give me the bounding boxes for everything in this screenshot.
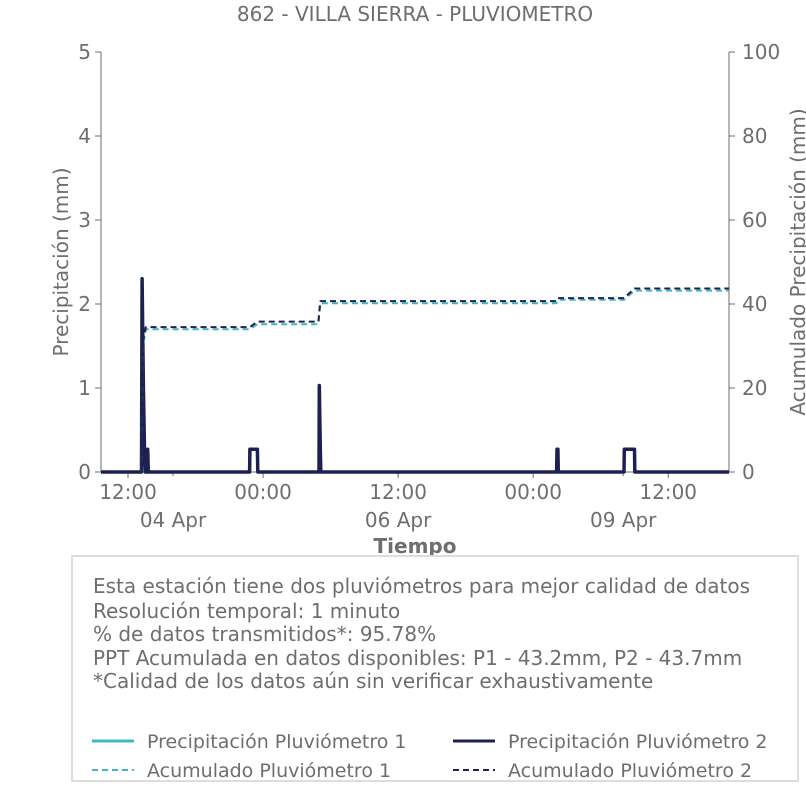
y-tick-label: 5 (78, 40, 91, 64)
series-line-4 (101, 287, 729, 473)
x-tick-label: 12:00 (639, 480, 697, 504)
legend-label: Precipitación Pluviómetro 1 (147, 731, 407, 753)
legend-item-p1: Precipitación Pluviómetro 1 (92, 731, 407, 753)
legend: Precipitación Pluviómetro 1 Precipitació… (92, 731, 768, 782)
info-line: Resolución temporal: 1 minuto (93, 599, 400, 623)
x-tick-label: 00:00 (504, 480, 562, 504)
y2-tick-label: 80 (742, 124, 767, 148)
info-text: Esta estación tiene dos pluviómetros par… (93, 574, 750, 693)
x-tick-label: 12:00 (369, 480, 427, 504)
y2-tick-label: 20 (742, 376, 767, 400)
info-line: % de datos transmitidos*: 95.78% (93, 622, 436, 646)
series-line-1 (101, 286, 729, 473)
chart-title: 862 - VILLA SIERRA - PLUVIOMETRO (237, 2, 593, 26)
y-tick-label: 0 (78, 460, 91, 484)
info-legend-box (71, 555, 799, 782)
x-tick-label: 00:00 (234, 480, 292, 504)
legend-item-acc2: Acumulado Pluviómetro 2 (453, 760, 752, 782)
series-line-2 (101, 277, 729, 474)
axes: 0 1 2 3 4 5 0 20 40 60 80 100 12:00 00:00 12:00 00:00 12… (78, 40, 780, 532)
x-date-label: 04 Apr (140, 508, 207, 532)
x-tick-label: 12:00 (99, 480, 157, 504)
series-group (101, 277, 729, 474)
y-axis-label: Precipitación (mm) (49, 167, 73, 356)
legend-item-acc1: Acumulado Pluviómetro 1 (92, 760, 391, 782)
legend-item-p2: Precipitación Pluviómetro 2 (453, 731, 768, 753)
y2-tick-label: 60 (742, 208, 767, 232)
y2-tick-label: 0 (742, 460, 755, 484)
y-tick-label: 2 (78, 292, 91, 316)
info-line: *Calidad de los datos aún sin verificar … (93, 669, 653, 693)
legend-label: Precipitación Pluviómetro 2 (508, 731, 768, 753)
x-axis-label: Tiempo (374, 534, 457, 558)
y2-axis-label: Acumulado Precipitación (mm) (786, 108, 806, 415)
legend-label: Acumulado Pluviómetro 2 (508, 760, 752, 782)
x-date-label: 09 Apr (590, 508, 657, 532)
y-tick-label: 4 (78, 124, 91, 148)
legend-label: Acumulado Pluviómetro 1 (147, 760, 391, 782)
y-tick-label: 1 (78, 376, 91, 400)
series-line-3 (101, 289, 729, 473)
y2-tick-label: 40 (742, 292, 767, 316)
info-line: PPT Acumulada en datos disponibles: P1 -… (93, 646, 742, 670)
y2-tick-label: 100 (742, 40, 780, 64)
info-line: Esta estación tiene dos pluviómetros par… (93, 574, 750, 598)
y-tick-label: 3 (78, 208, 91, 232)
x-date-label: 06 Apr (365, 508, 432, 532)
